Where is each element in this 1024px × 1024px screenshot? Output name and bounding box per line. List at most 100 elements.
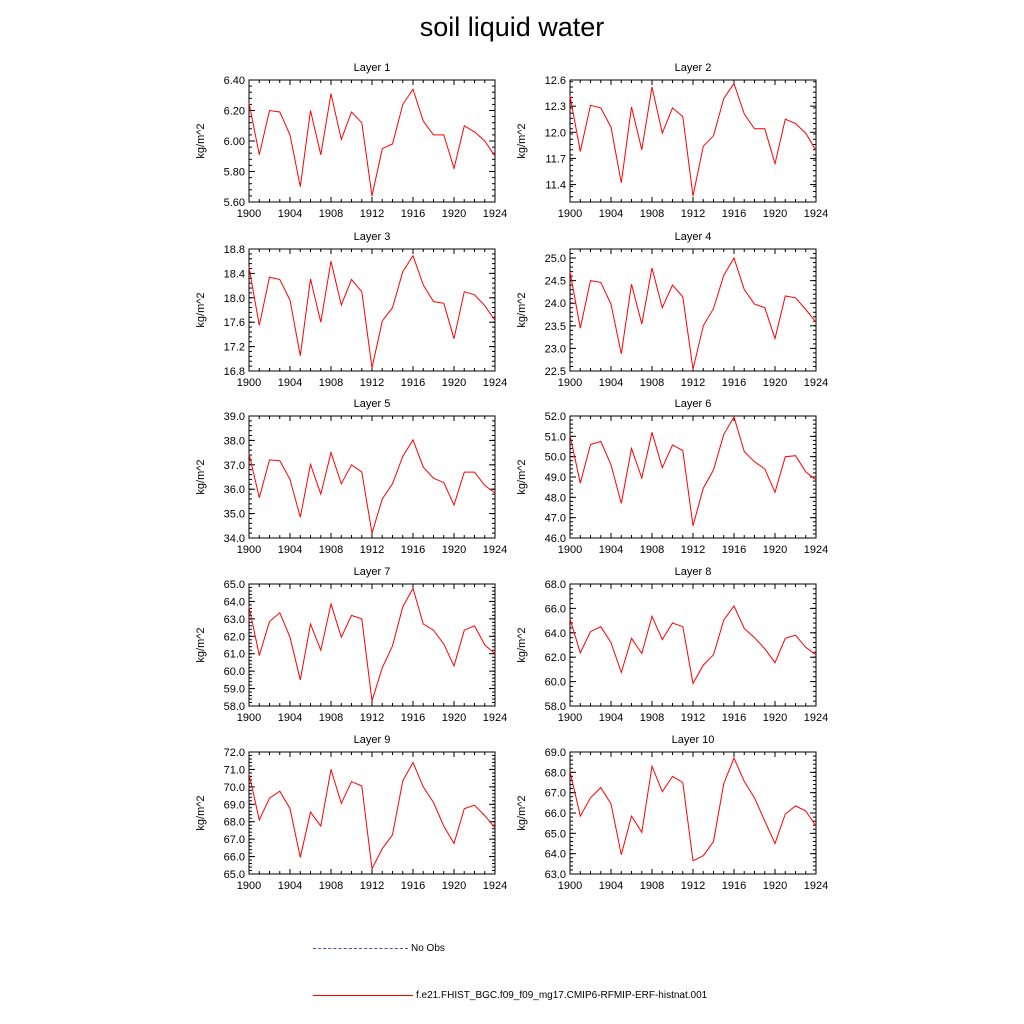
y-tick-label: 62.0 xyxy=(224,631,245,643)
x-tick-label: 1908 xyxy=(640,377,664,389)
y-tick-label: 49.0 xyxy=(545,472,566,484)
series-line xyxy=(569,82,817,197)
x-tick-label: 1900 xyxy=(558,712,582,724)
x-tick-label: 1900 xyxy=(558,377,582,389)
series-line xyxy=(569,756,817,862)
y-tick-label: 60.0 xyxy=(545,677,566,689)
plot-frame xyxy=(248,583,496,707)
y-tick-label: 24.5 xyxy=(545,276,566,288)
y-tick-label: 18.0 xyxy=(224,293,245,305)
legend-obs: No Obs xyxy=(313,943,445,954)
y-tick-label: 65.0 xyxy=(224,869,245,881)
x-tick-label: 1920 xyxy=(763,544,787,556)
series-line xyxy=(248,254,496,369)
y-tick-label: 39.0 xyxy=(224,411,245,423)
y-tick-label: 35.0 xyxy=(224,509,245,521)
x-tick-label: 1912 xyxy=(681,544,705,556)
x-tick-label: 1924 xyxy=(804,208,828,220)
legend-model-label: f.e21.FHIST_BGC.f09_f09_mg17.CMIP6-RFMIP… xyxy=(416,990,708,1001)
y-tick-label: 23.0 xyxy=(545,343,566,355)
y-tick-label: 63.0 xyxy=(224,614,245,626)
x-tick-label: 1912 xyxy=(360,880,384,892)
x-tick-label: 1904 xyxy=(599,880,623,892)
panel-title: Layer 7 xyxy=(354,566,391,578)
y-axis-label: kg/m^2 xyxy=(195,795,207,830)
y-tick-label: 47.0 xyxy=(545,513,566,525)
y-tick-label: 66.0 xyxy=(545,603,566,615)
x-tick-label: 1908 xyxy=(319,544,343,556)
x-tick-label: 1924 xyxy=(483,880,507,892)
x-tick-label: 1916 xyxy=(401,880,425,892)
y-tick-label: 65.0 xyxy=(224,579,245,591)
x-tick-label: 1908 xyxy=(640,880,664,892)
y-tick-label: 72.0 xyxy=(224,747,245,759)
x-tick-label: 1904 xyxy=(599,712,623,724)
panel-title: Layer 10 xyxy=(672,734,715,746)
y-axis-label: kg/m^2 xyxy=(516,123,528,158)
x-tick-label: 1924 xyxy=(804,712,828,724)
x-tick-label: 1924 xyxy=(483,377,507,389)
y-tick-label: 6.40 xyxy=(224,75,245,87)
panel-title: Layer 1 xyxy=(354,62,391,74)
y-axis-label: kg/m^2 xyxy=(195,123,207,158)
x-tick-label: 1900 xyxy=(558,544,582,556)
x-tick-label: 1916 xyxy=(722,880,746,892)
y-tick-label: 69.0 xyxy=(545,747,566,759)
x-tick-label: 1912 xyxy=(681,208,705,220)
x-tick-label: 1924 xyxy=(804,544,828,556)
plot-frame xyxy=(248,248,496,372)
y-tick-label: 66.0 xyxy=(545,808,566,820)
y-tick-label: 52.0 xyxy=(545,411,566,423)
y-tick-label: 16.8 xyxy=(224,366,245,378)
x-tick-label: 1920 xyxy=(763,208,787,220)
x-tick-label: 1920 xyxy=(442,208,466,220)
x-tick-label: 1900 xyxy=(558,880,582,892)
y-tick-label: 64.0 xyxy=(224,596,245,608)
series-line xyxy=(569,415,817,526)
x-tick-label: 1904 xyxy=(278,208,302,220)
x-tick-label: 1912 xyxy=(360,544,384,556)
x-tick-label: 1900 xyxy=(237,880,261,892)
plot-frame xyxy=(248,79,496,203)
series-line xyxy=(248,88,496,197)
x-tick-label: 1920 xyxy=(442,544,466,556)
y-tick-label: 66.0 xyxy=(224,852,245,864)
panel-1: Layer 1 kg/m^2 1900 1904 1908 1912 1916 1920 192… xyxy=(195,62,507,220)
x-tick-label: 1904 xyxy=(599,377,623,389)
x-tick-label: 1916 xyxy=(722,377,746,389)
y-tick-label: 48.0 xyxy=(545,492,566,504)
x-tick-label: 1912 xyxy=(360,377,384,389)
panel-2: Layer 2 kg/m^2 1900 1904 1908 1912 1916 1920 192… xyxy=(516,62,828,220)
panel-7: Layer 7 kg/m^2 1900 1904 1908 1912 1916 1920 192… xyxy=(195,566,507,724)
y-tick-label: 51.0 xyxy=(545,431,566,443)
x-tick-label: 1916 xyxy=(722,208,746,220)
plot-frame xyxy=(569,248,817,372)
y-tick-label: 71.0 xyxy=(224,764,245,776)
x-tick-label: 1900 xyxy=(237,208,261,220)
y-tick-label: 46.0 xyxy=(545,533,566,545)
y-tick-label: 58.0 xyxy=(224,701,245,713)
x-tick-label: 1920 xyxy=(442,880,466,892)
y-tick-label: 12.3 xyxy=(545,101,566,113)
series-line xyxy=(569,256,817,370)
x-tick-label: 1912 xyxy=(681,880,705,892)
plot-frame xyxy=(569,583,817,707)
x-tick-label: 1916 xyxy=(722,544,746,556)
y-axis-label: kg/m^2 xyxy=(516,627,528,662)
y-tick-label: 5.80 xyxy=(224,167,245,179)
y-axis-label: kg/m^2 xyxy=(516,292,528,327)
y-tick-label: 11.7 xyxy=(545,153,566,165)
x-tick-label: 1908 xyxy=(640,208,664,220)
y-tick-label: 70.0 xyxy=(224,782,245,794)
x-tick-label: 1908 xyxy=(319,712,343,724)
panel-title: Layer 2 xyxy=(675,62,712,74)
y-tick-label: 6.00 xyxy=(224,136,245,148)
x-tick-label: 1908 xyxy=(319,208,343,220)
x-tick-label: 1924 xyxy=(804,377,828,389)
y-tick-label: 22.5 xyxy=(545,366,566,378)
x-tick-label: 1900 xyxy=(237,544,261,556)
panel-9: Layer 9 kg/m^2 1900 1904 1908 1912 1916 1920 192… xyxy=(195,734,507,892)
y-tick-label: 67.0 xyxy=(224,834,245,846)
x-tick-label: 1912 xyxy=(360,208,384,220)
